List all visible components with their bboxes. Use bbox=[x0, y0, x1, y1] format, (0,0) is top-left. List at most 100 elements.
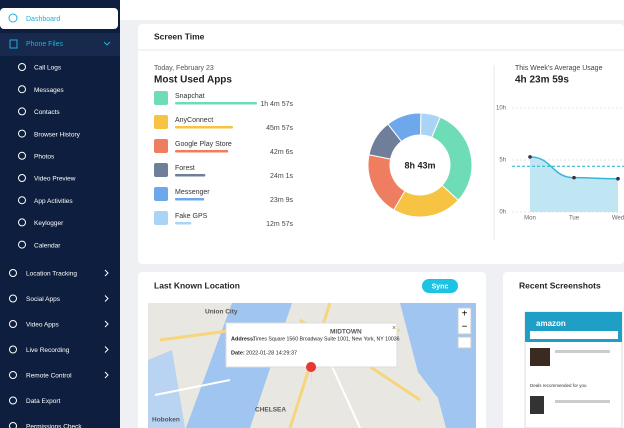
zoom-in[interactable]: + bbox=[462, 309, 468, 320]
app-name: Forest bbox=[175, 165, 195, 172]
icon bbox=[18, 63, 26, 71]
popup-close[interactable]: × bbox=[392, 325, 396, 332]
app-icon bbox=[154, 211, 168, 225]
icon bbox=[18, 174, 26, 182]
location-pin bbox=[306, 362, 317, 388]
thumb-item bbox=[530, 348, 550, 366]
thumb-line bbox=[555, 400, 610, 403]
chevron bbox=[104, 371, 109, 379]
app-name: Messenger bbox=[175, 189, 210, 196]
icon bbox=[18, 151, 26, 160]
app-name: AnyConnect bbox=[175, 117, 213, 124]
nav-item[interactable]: Social Apps bbox=[26, 296, 61, 303]
x-tick-label: Mon bbox=[524, 216, 536, 222]
nav-item[interactable]: Live Recording bbox=[26, 347, 70, 354]
app-logo: amazon bbox=[536, 319, 566, 328]
usage-bar bbox=[175, 174, 206, 177]
app-icon bbox=[154, 115, 168, 129]
sidebar bbox=[0, 0, 120, 428]
date-label: Date: bbox=[231, 350, 245, 356]
icon bbox=[9, 39, 18, 49]
icon bbox=[9, 371, 17, 379]
x-tick-label: Tue bbox=[569, 216, 580, 222]
chevron bbox=[104, 320, 109, 328]
y-tick-label: 10h bbox=[496, 106, 506, 112]
address: Times Square 1560 Broadway Suite 1001, N… bbox=[253, 336, 400, 342]
card-title: Recent Screenshots bbox=[519, 280, 601, 290]
icon bbox=[9, 320, 17, 328]
expanded-item[interactable] bbox=[0, 33, 120, 56]
nav-subitem[interactable]: Video Preview bbox=[34, 176, 76, 183]
usage-label: 23m 9s bbox=[270, 197, 293, 204]
section-subtitle: This Week's Average Usage bbox=[515, 65, 603, 72]
icon bbox=[9, 396, 17, 405]
icon bbox=[9, 269, 17, 277]
app-icon bbox=[154, 187, 168, 201]
y-tick-label: 0h bbox=[499, 210, 506, 216]
nav-item[interactable]: Video Apps bbox=[26, 322, 60, 329]
chevron bbox=[104, 295, 109, 302]
thumb-item bbox=[530, 396, 544, 414]
average: 4h 23m 59s bbox=[515, 75, 569, 86]
usage-bar bbox=[175, 150, 229, 153]
sync-label[interactable]: Sync bbox=[432, 283, 449, 290]
nav-subitem[interactable]: Contacts bbox=[34, 109, 60, 116]
fullscreen[interactable] bbox=[457, 336, 472, 349]
icon bbox=[18, 107, 26, 116]
map-label: MIDTOWN bbox=[330, 329, 362, 336]
icon bbox=[18, 218, 26, 227]
x-tick-label: Wed bbox=[612, 216, 624, 222]
point bbox=[528, 155, 532, 159]
app-name: Google Play Store bbox=[175, 141, 232, 148]
icon bbox=[8, 13, 18, 23]
app-name: Fake GPS bbox=[175, 213, 208, 220]
nav-subitem[interactable]: Call Logs bbox=[34, 65, 62, 72]
app-name: Snapchat bbox=[175, 93, 205, 100]
usage-bar bbox=[175, 126, 234, 129]
popup bbox=[225, 322, 398, 368]
sync-button[interactable] bbox=[422, 279, 458, 293]
address-label: Address: bbox=[231, 336, 255, 342]
usage-bar bbox=[175, 198, 205, 201]
icon bbox=[9, 422, 17, 428]
icon bbox=[9, 345, 17, 354]
nav-subitem[interactable]: Calendar bbox=[34, 242, 61, 249]
y-tick-label: 5h bbox=[499, 158, 506, 164]
icon bbox=[18, 196, 26, 205]
screenshot-thumb bbox=[524, 311, 623, 428]
nav-item[interactable]: Permissions Check bbox=[26, 424, 82, 428]
nav-item[interactable]: Dashboard bbox=[26, 16, 60, 23]
nav-item[interactable]: Location Tracking bbox=[26, 271, 77, 278]
usage-label: 42m 6s bbox=[270, 149, 293, 156]
icon bbox=[18, 240, 26, 249]
nav-subitem[interactable]: App Activities bbox=[34, 198, 73, 205]
icon bbox=[18, 129, 26, 138]
icon bbox=[9, 294, 17, 303]
card-title: Screen Time bbox=[154, 31, 205, 41]
active-item[interactable] bbox=[0, 8, 118, 29]
chevron bbox=[103, 41, 111, 46]
nav-item[interactable]: Data Export bbox=[26, 398, 61, 405]
nav-item[interactable]: Remote Control bbox=[26, 373, 72, 380]
zoom-control[interactable] bbox=[457, 307, 472, 335]
zoom-out[interactable]: − bbox=[462, 322, 468, 333]
nav-item[interactable]: Phone Files bbox=[26, 41, 63, 48]
donut-total: 8h 43m bbox=[404, 160, 435, 170]
app-icon bbox=[154, 163, 168, 177]
nav-subitem[interactable]: Keylogger bbox=[34, 220, 64, 227]
date: 2022-01-28 14:29:37 bbox=[246, 350, 297, 356]
thumb-search bbox=[530, 331, 618, 339]
top-strip bbox=[120, 0, 624, 20]
usage-label: 1h 4m 57s bbox=[260, 101, 293, 108]
icon bbox=[18, 85, 26, 94]
usage-label: 24m 1s bbox=[270, 173, 293, 180]
nav-subitem[interactable]: Messages bbox=[34, 87, 64, 94]
map-label: CHELSEA bbox=[255, 407, 286, 414]
water bbox=[148, 350, 185, 428]
usage-bar bbox=[175, 102, 257, 105]
nav-subitem[interactable]: Photos bbox=[34, 154, 55, 161]
card-title: Last Known Location bbox=[154, 280, 240, 290]
chevron bbox=[104, 269, 109, 277]
nav-subitem[interactable]: Browser History bbox=[34, 131, 81, 138]
